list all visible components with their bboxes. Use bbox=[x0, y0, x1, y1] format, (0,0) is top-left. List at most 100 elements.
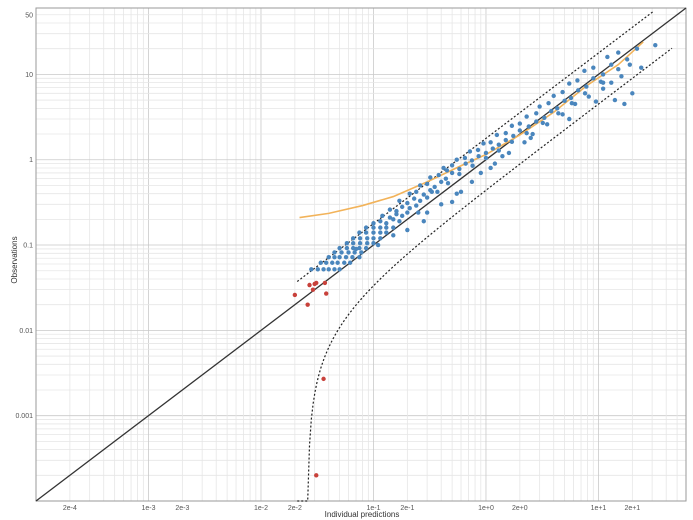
y-tick-label: 50 bbox=[25, 12, 33, 19]
below-loq-point bbox=[312, 281, 317, 287]
y-tick-label: 0.001 bbox=[15, 413, 33, 420]
observation-point bbox=[407, 191, 412, 196]
observation-point bbox=[421, 192, 426, 197]
observation-point bbox=[429, 189, 435, 195]
observation-point bbox=[363, 230, 369, 235]
observation-point bbox=[584, 84, 589, 89]
observation-point bbox=[357, 241, 363, 246]
observation-point bbox=[417, 183, 423, 188]
observation-point bbox=[488, 140, 493, 145]
observation-point bbox=[634, 46, 640, 51]
observation-point bbox=[337, 255, 342, 260]
x-tick-label: 2e-1 bbox=[400, 505, 414, 512]
observation-point bbox=[387, 215, 393, 220]
below-loq-point bbox=[314, 473, 319, 478]
observation-point bbox=[534, 111, 539, 116]
observation-point bbox=[357, 236, 363, 241]
observation-point bbox=[600, 80, 606, 85]
observation-point bbox=[616, 67, 621, 72]
observation-point bbox=[469, 158, 475, 163]
observation-point bbox=[424, 210, 430, 215]
observation-point bbox=[378, 230, 383, 235]
observation-point bbox=[332, 267, 337, 272]
tick-labels: 2e-4 1e-3 2e-3 1e-2 2e-2 1e-1 2e-1 1e+0 2e+0 1e+1… bbox=[15, 12, 640, 512]
observation-point bbox=[337, 267, 342, 272]
observation-point bbox=[353, 246, 359, 252]
observation-point bbox=[490, 146, 495, 151]
observation-point bbox=[350, 241, 356, 246]
observation-point bbox=[624, 57, 630, 62]
observation-point bbox=[568, 95, 574, 101]
observation-point bbox=[475, 147, 481, 153]
observation-point bbox=[350, 255, 355, 260]
x-tick-label: 2e-4 bbox=[63, 505, 77, 512]
observation-point bbox=[609, 80, 614, 85]
observation-point bbox=[530, 131, 535, 137]
observation-point bbox=[394, 208, 399, 214]
observation-point bbox=[342, 260, 347, 265]
observation-point bbox=[551, 93, 556, 99]
observation-point bbox=[443, 176, 449, 181]
observation-point bbox=[439, 202, 444, 207]
observation-point bbox=[494, 132, 500, 138]
observation-point bbox=[405, 200, 410, 206]
observation-point bbox=[509, 123, 515, 128]
observation-point bbox=[503, 137, 508, 143]
observation-point bbox=[391, 233, 396, 238]
observation-point bbox=[380, 213, 385, 219]
observation-point bbox=[593, 99, 599, 104]
observation-point bbox=[609, 62, 614, 67]
observation-point bbox=[560, 112, 565, 117]
observation-point bbox=[318, 260, 323, 265]
x-axis-title: Individual predictions bbox=[325, 510, 400, 519]
observation-point bbox=[332, 250, 337, 255]
observation-point bbox=[371, 221, 376, 226]
y-tick-label: 1 bbox=[29, 157, 33, 164]
observation-point bbox=[591, 65, 596, 70]
observation-point bbox=[384, 230, 389, 235]
observation-point bbox=[378, 236, 383, 241]
observation-point bbox=[526, 124, 531, 129]
observation-point bbox=[417, 198, 423, 203]
below-loq-point bbox=[321, 376, 326, 382]
observation-point bbox=[605, 54, 610, 60]
observation-point bbox=[488, 165, 493, 171]
observation-point bbox=[524, 130, 529, 136]
observation-point bbox=[483, 155, 489, 161]
observation-point bbox=[444, 168, 450, 173]
below-loq-point bbox=[310, 287, 316, 292]
observation-point bbox=[436, 172, 441, 178]
below-loq-point bbox=[307, 282, 312, 288]
observation-point bbox=[357, 255, 362, 260]
observation-point bbox=[582, 68, 587, 74]
observation-point bbox=[534, 119, 539, 124]
observation-point bbox=[343, 255, 349, 260]
observation-point bbox=[463, 161, 468, 166]
observation-point bbox=[462, 155, 468, 161]
plot-border bbox=[35, 7, 687, 502]
observation-point bbox=[478, 170, 484, 176]
observation-point bbox=[365, 241, 370, 246]
observation-point bbox=[567, 116, 572, 122]
observation-point bbox=[424, 181, 430, 187]
observation-point bbox=[441, 165, 446, 171]
x-tick-label: 2e-2 bbox=[288, 505, 302, 512]
observation-point bbox=[428, 175, 433, 180]
y-tick-label: 0.1 bbox=[23, 243, 33, 250]
observation-point bbox=[560, 89, 565, 95]
observation-point bbox=[496, 142, 501, 147]
observation-point bbox=[439, 179, 444, 185]
observation-point bbox=[411, 196, 417, 201]
observation-point bbox=[339, 250, 344, 255]
below-loq-point bbox=[324, 291, 329, 296]
observation-point bbox=[352, 250, 357, 255]
observation-point bbox=[457, 171, 462, 177]
x-tick-label: 1e-1 bbox=[366, 505, 380, 512]
observation-point bbox=[378, 225, 383, 230]
observation-point bbox=[600, 86, 606, 91]
observation-point bbox=[321, 267, 326, 272]
y-tick-label: 10 bbox=[25, 72, 33, 79]
observation-point bbox=[326, 255, 331, 260]
y-axis-title: Observations bbox=[10, 236, 19, 283]
